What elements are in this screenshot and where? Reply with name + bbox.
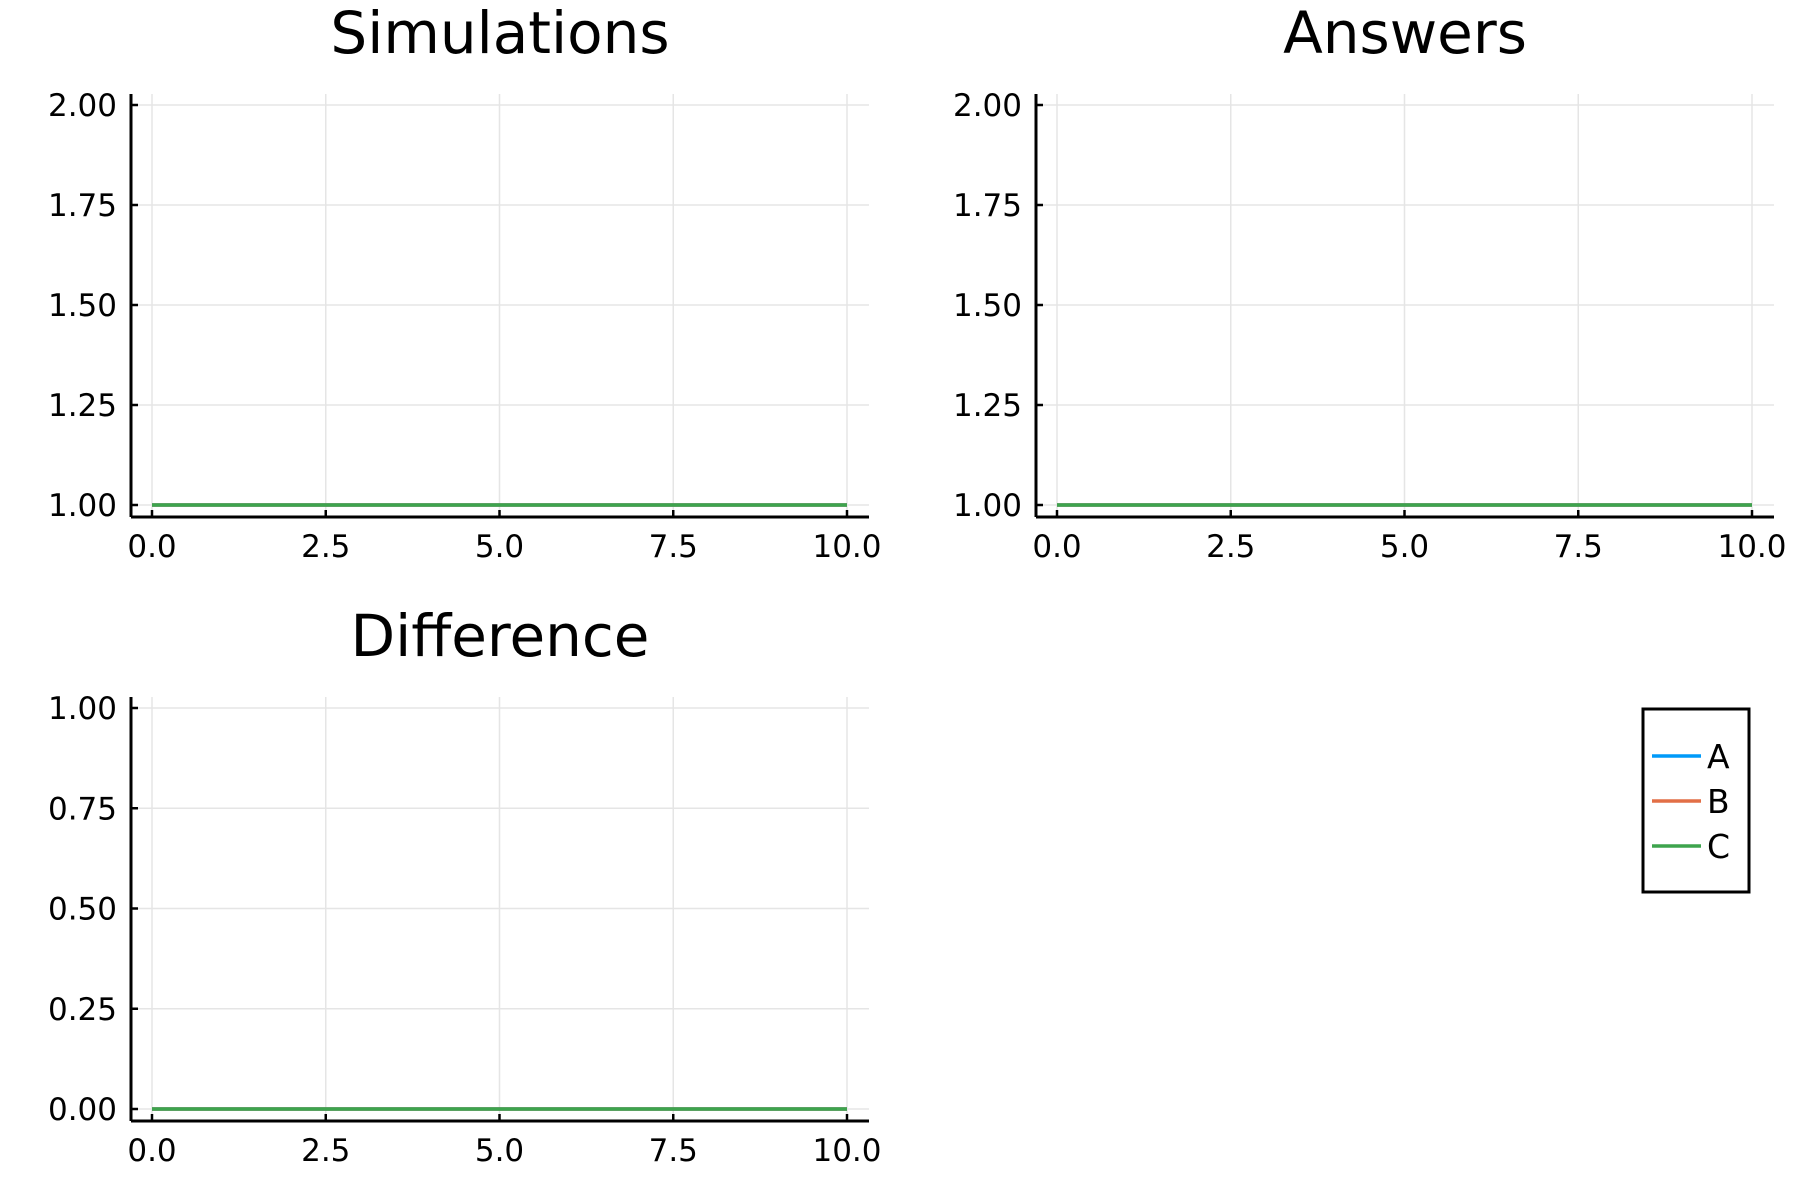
x-tick-label: 7.5 [1554, 529, 1603, 565]
x-tick-label: 10.0 [812, 529, 881, 565]
y-tick-label: 2.00 [953, 88, 1022, 124]
x-tick-label: 0.0 [1032, 529, 1081, 565]
x-tick-label: 7.5 [649, 1133, 698, 1169]
y-tick-label: 2.00 [48, 88, 117, 124]
x-tick-label: 5.0 [1380, 529, 1429, 565]
legend-label-a: A [1707, 737, 1730, 776]
subplot-simulations: Simulations 0.0 2.5 5.0 7.5 10.0 1.00 1.25 1.50 1… [48, 0, 882, 565]
legend-label-c: C [1707, 827, 1730, 866]
y-tick-label: 0.00 [48, 1092, 117, 1128]
subplot-title: Answers [1283, 0, 1527, 67]
y-tick-label: 1.25 [953, 388, 1022, 424]
y-tick-label: 1.00 [48, 488, 117, 524]
y-tick-label: 0.50 [48, 892, 117, 928]
y-tick-label: 1.25 [48, 388, 117, 424]
x-tick-label: 7.5 [649, 529, 698, 565]
y-tick-label: 0.25 [48, 992, 117, 1028]
y-tick-label: 1.75 [48, 188, 117, 224]
y-tick-label: 1.50 [953, 288, 1022, 324]
x-tick-label: 5.0 [475, 529, 524, 565]
x-tick-label: 0.0 [127, 1133, 176, 1169]
subplot-title: Difference [350, 602, 649, 670]
y-tick-label: 1.75 [953, 188, 1022, 224]
y-tick-label: 0.75 [48, 791, 117, 827]
y-tick-label: 1.00 [48, 691, 117, 727]
subplot-answers: Answers 0.0 2.5 5.0 7.5 10.0 1.00 1.25 1.50 1.75 2… [953, 0, 1787, 565]
x-tick-label: 2.5 [1206, 529, 1255, 565]
x-tick-label: 10.0 [812, 1133, 881, 1169]
subplot-difference: Difference 0.0 2.5 5.0 7.5 10.0 0.00 0.25 0.50 0.… [48, 602, 882, 1169]
x-tick-label: 2.5 [301, 529, 350, 565]
x-tick-label: 0.0 [127, 529, 176, 565]
y-tick-label: 1.50 [48, 288, 117, 324]
legend: ABC [1641, 707, 1751, 894]
x-tick-label: 2.5 [301, 1133, 350, 1169]
y-tick-label: 1.00 [953, 488, 1022, 524]
legend-label-b: B [1707, 782, 1730, 821]
x-tick-label: 10.0 [1717, 529, 1786, 565]
subplot-title: Simulations [330, 0, 669, 67]
x-tick-label: 5.0 [475, 1133, 524, 1169]
